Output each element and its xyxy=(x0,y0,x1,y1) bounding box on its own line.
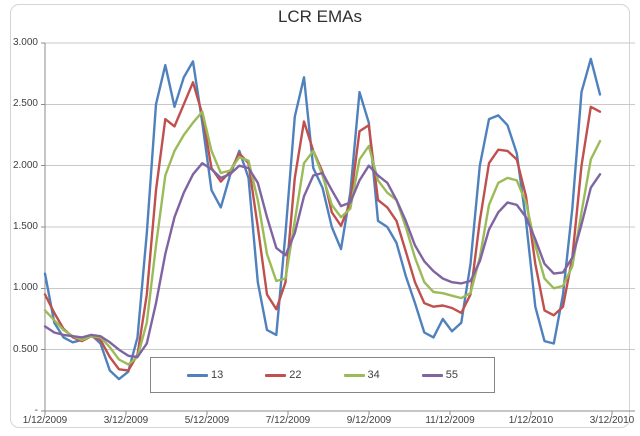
series-line-13[interactable] xyxy=(43,57,602,381)
x-axis-label-1/12/2010: 1/12/2010 xyxy=(508,415,554,426)
legend-line-swatch-13 xyxy=(187,373,208,377)
y-axis-label-3.000: 3.000 xyxy=(12,37,38,48)
series-line-55[interactable] xyxy=(43,161,602,359)
legend-label: 55 xyxy=(445,369,458,381)
legend-box[interactable]: 13 22 34 55 xyxy=(150,357,495,393)
y-axis-label-2.000: 2.000 xyxy=(12,159,38,171)
legend-line-swatch-55 xyxy=(421,373,443,377)
x-axis-label-11/12/2009: 11/12/2009 xyxy=(425,415,475,426)
legend-label: 34 xyxy=(367,369,380,381)
x-axis-label-1/12/2009: 1/12/2009 xyxy=(22,415,68,426)
y-axis-label-0.500: 0.500 xyxy=(12,343,38,355)
x-axis-label-3/12/2009: 3/12/2009 xyxy=(103,415,149,426)
legend-item-13[interactable]: 13 xyxy=(187,369,223,381)
legend-item-34[interactable]: 34 xyxy=(343,369,380,381)
y-axis-label-2.500: 2.500 xyxy=(12,98,38,110)
x-axis-label-5/12/2009: 5/12/2009 xyxy=(184,415,230,426)
x-axis-label-9/12/2009: 9/12/2009 xyxy=(346,415,392,426)
legend-line-swatch-34 xyxy=(343,373,365,377)
y-axis-label-1.000: 1.000 xyxy=(12,282,38,294)
chart-title: LCR EMAs xyxy=(277,7,363,26)
y-axis-label--: - xyxy=(34,405,38,416)
legend-item-22[interactable]: 22 xyxy=(265,369,302,381)
x-axis-label-3/12/2010: 3/12/2010 xyxy=(589,415,635,426)
legend-label: 22 xyxy=(289,369,302,381)
x-axis-label-7/12/2009: 7/12/2009 xyxy=(265,415,311,426)
legend-item-55[interactable]: 55 xyxy=(421,369,458,381)
series-line-22[interactable] xyxy=(43,81,602,372)
legend-line-swatch-22 xyxy=(265,373,287,377)
y-axis-label-1.500: 1.500 xyxy=(12,221,38,232)
legend-label: 13 xyxy=(211,369,224,381)
